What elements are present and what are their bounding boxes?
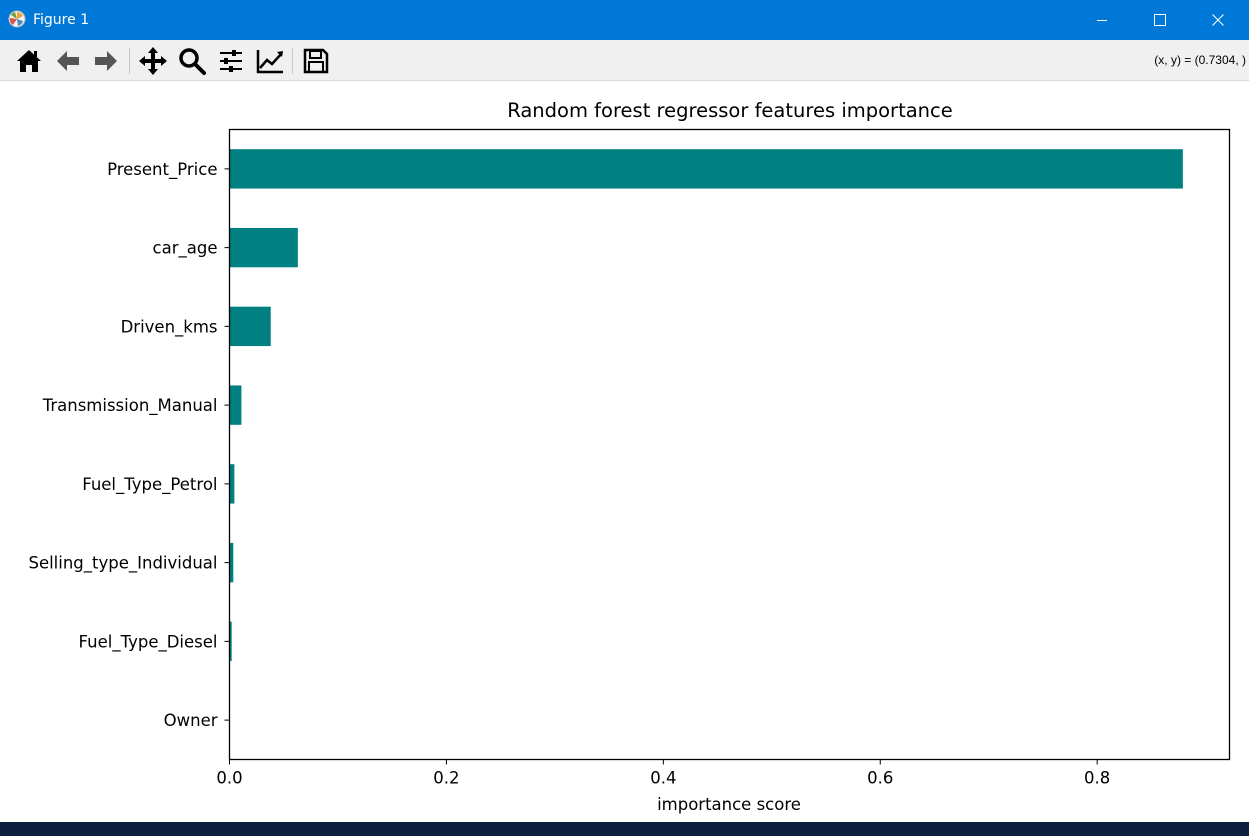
minimize-button[interactable] xyxy=(1073,0,1131,40)
save-button[interactable] xyxy=(299,44,333,78)
back-button[interactable] xyxy=(51,44,85,78)
configure-subplots-icon xyxy=(220,50,242,72)
forward-icon xyxy=(95,51,117,71)
forward-button[interactable] xyxy=(89,44,123,78)
y-tick-label: car_age xyxy=(153,239,218,259)
pan-icon xyxy=(139,47,167,75)
home-icon xyxy=(17,50,41,72)
background-terminal-strip xyxy=(0,822,1249,836)
window-titlebar: Figure 1 xyxy=(0,0,1249,40)
bar-selling-type-individual xyxy=(229,542,234,583)
close-icon xyxy=(1212,14,1224,26)
x-tick-label: 0.2 xyxy=(433,769,459,788)
y-tick-label: Owner xyxy=(164,711,218,730)
save-icon xyxy=(303,48,329,74)
y-axis: Present_Price car_age Driven_kms Transmissi… xyxy=(28,160,230,730)
edit-axis-button[interactable] xyxy=(253,44,287,78)
cursor-coordinates: (x, y) = (0.7304, ) xyxy=(1154,53,1246,67)
minimize-icon xyxy=(1097,20,1107,21)
home-button[interactable] xyxy=(12,44,46,78)
y-tick-label: Fuel_Type_Petrol xyxy=(82,475,217,495)
bar-fuel-type-petrol xyxy=(229,464,235,504)
toolbar-separator xyxy=(292,48,293,74)
bar-fuel-type-diesel xyxy=(229,621,232,662)
navigation-toolbar: (x, y) = (0.7304, ) xyxy=(0,40,1249,81)
plot-frame xyxy=(228,128,1231,761)
bar-car-age xyxy=(229,227,298,268)
y-tick-label: Driven_kms xyxy=(121,317,218,337)
x-axis: 0.0 0.2 0.4 0.6 0.8 xyxy=(216,759,1110,788)
figure-canvas: Random forest regressor features importa… xyxy=(28,99,1231,814)
x-tick-label: 0.0 xyxy=(216,769,242,788)
configure-subplots-button[interactable] xyxy=(214,44,248,78)
bar-transmission-manual xyxy=(229,385,242,425)
y-tick-label: Fuel_Type_Diesel xyxy=(79,632,218,652)
window-title: Figure 1 xyxy=(33,12,90,28)
x-tick-label: 0.6 xyxy=(867,769,893,788)
maximize-icon xyxy=(1154,14,1166,26)
bar-driven-kms xyxy=(229,306,271,347)
x-tick-label: 0.4 xyxy=(650,769,676,788)
close-button[interactable] xyxy=(1189,0,1247,40)
y-tick-label: Present_Price xyxy=(107,160,217,180)
x-tick-label: 0.8 xyxy=(1084,769,1110,788)
edit-axis-icon xyxy=(256,50,283,74)
x-axis-label: importance score xyxy=(657,795,801,814)
zoom-button[interactable] xyxy=(175,44,209,78)
toolbar-separator xyxy=(129,48,130,74)
back-icon xyxy=(57,51,79,71)
zoom-icon xyxy=(179,48,206,75)
maximize-button[interactable] xyxy=(1131,0,1189,40)
bars-group xyxy=(229,149,1183,740)
pan-button[interactable] xyxy=(136,44,170,78)
y-tick-label: Transmission_Manual xyxy=(42,396,218,416)
matplotlib-logo-icon xyxy=(8,10,26,28)
y-tick-label: Selling_type_Individual xyxy=(28,554,217,574)
bar-present-price xyxy=(229,149,1183,189)
chart-title: Random forest regressor features importa… xyxy=(507,99,953,122)
